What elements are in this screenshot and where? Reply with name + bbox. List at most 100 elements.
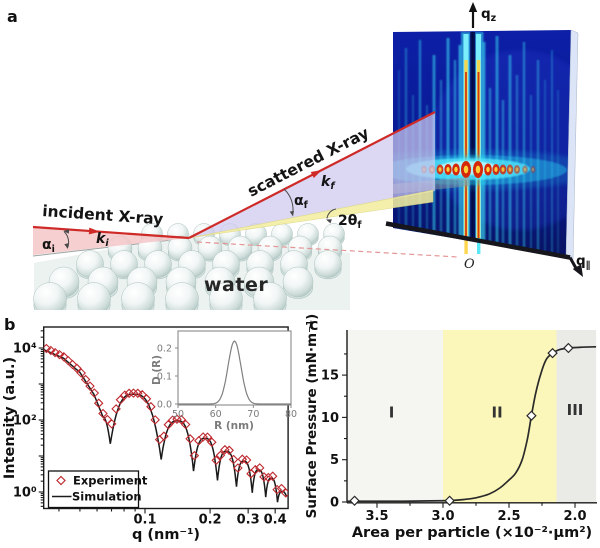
- diffraction-spot-core: [531, 167, 535, 172]
- diffraction-spot-core: [463, 165, 469, 174]
- phase-region-III: [556, 330, 597, 503]
- two-theta-f-arc: [326, 208, 337, 219]
- particle-sphere: [253, 282, 287, 310]
- y-tick-label: 10⁴: [13, 342, 37, 357]
- diffraction-spot-core: [486, 166, 490, 173]
- sample-horizon-bar: [385, 221, 571, 260]
- inset-ticks: [175, 347, 292, 408]
- k-i-label: ki: [96, 231, 109, 249]
- detector-streak: [495, 36, 499, 257]
- diffraction-spot: [530, 165, 536, 174]
- simulation-curve: [43, 348, 288, 503]
- alpha-i-arc-arrowhead: [63, 229, 70, 234]
- panel-a-schematic: a incident X-ray scattered X-ray water α…: [7, 2, 590, 310]
- scattered-beam: [188, 111, 436, 239]
- size-distribution-inset: 50 60 70 80 0.0 0.1 0.2: [157, 330, 297, 420]
- inset-x-tick-label: 80: [285, 409, 297, 420]
- particle-sphere: [197, 235, 223, 261]
- inset-x-tick-label: 70: [247, 409, 259, 420]
- alpha-f-arc-arrowhead: [289, 210, 294, 217]
- x-tick-label: 2.0: [563, 509, 586, 524]
- particle-sphere: [110, 250, 138, 278]
- qz-axis-label: qz: [481, 6, 497, 24]
- experiment-points: [43, 343, 289, 498]
- detector-streak: [482, 42, 486, 257]
- panel-b-chart: 0.1 0.2 0.3 0.4 10⁰ 10² 10⁴ b Intensity (a.u.)…: [2, 315, 297, 543]
- region-label-III: III: [567, 401, 584, 419]
- inset-y-tick-label: 0.2: [157, 344, 172, 355]
- y-tick-label: 10: [321, 411, 339, 426]
- y-tick-label: 5: [330, 453, 339, 468]
- detector-streak: [446, 38, 450, 257]
- isotherm-point: [444, 495, 455, 506]
- region-label-I: I: [389, 403, 395, 421]
- legend-box: [47, 470, 140, 509]
- phase-region-I: [346, 330, 443, 503]
- c-x-axis-title: Area per particle (×10⁻²·μm²): [352, 525, 592, 541]
- qparallel-axis-label: q∥: [576, 253, 590, 271]
- particle-sphere: [165, 282, 199, 310]
- x-tick-label: 3.5: [365, 509, 388, 524]
- axis-ticks: [38, 330, 276, 514]
- inset-x-tick-label: 60: [210, 409, 222, 420]
- diffraction-spot-core: [501, 167, 505, 172]
- b-y-axis-title: Intensity (a.u.): [2, 357, 18, 479]
- particle-sphere: [121, 282, 155, 310]
- scattering-plot: 0.1 0.2 0.3 0.4 10⁰ 10² 10⁴: [13, 326, 289, 528]
- legend-simulation-label: Simulation: [72, 490, 142, 504]
- detector-streak: [522, 42, 526, 257]
- isotherm-point: [526, 410, 537, 421]
- c-y-axis-title: Surface Pressure (mN·m⁻¹): [304, 314, 320, 519]
- inset-y-tick-label: 0.0: [157, 400, 172, 411]
- diffraction-spot-core: [438, 167, 442, 172]
- b-x-axis-title: q (nm⁻¹): [132, 527, 200, 543]
- inset-frame: [177, 330, 292, 406]
- two-theta-f-arc-arrowhead: [326, 219, 332, 224]
- diffraction-spot-core: [446, 167, 450, 172]
- x-tick-label: 0.2: [199, 513, 222, 528]
- particle-sphere: [282, 266, 314, 298]
- inset-y-axis-title: D (R): [151, 355, 163, 385]
- incident-beam-arrowhead: [88, 227, 100, 235]
- qparallel-axis-arrowhead: [572, 264, 583, 277]
- plot-frame: [43, 326, 289, 510]
- diffraction-spot-core: [475, 165, 481, 174]
- qz-axis-arrowhead: [468, 2, 478, 12]
- inset-x-axis-title: R (nm): [214, 420, 254, 432]
- x-tick-label: 2.5: [497, 509, 520, 524]
- k-f-label: kf: [321, 174, 336, 192]
- alpha-i-label: αi: [42, 237, 55, 255]
- particle-sphere: [314, 250, 342, 278]
- direct-beam-dashed-line: [196, 241, 459, 258]
- y-tick-label: 10²: [13, 414, 37, 429]
- diffraction-spot-core: [523, 167, 527, 172]
- x-tick-label: 0.1: [133, 513, 156, 528]
- x-tick-label: 3.0: [431, 509, 454, 524]
- particle-sphere: [77, 282, 111, 310]
- particle-sphere: [33, 282, 67, 310]
- alpha-i-arc-arrowhead: [64, 243, 69, 249]
- isotherm-point: [349, 495, 360, 506]
- streak-stub: [464, 238, 468, 254]
- incident-beam: [32, 225, 190, 240]
- region-label-II: II: [492, 403, 503, 421]
- legend: Experiment Simulation: [47, 470, 148, 509]
- streak-stub: [477, 238, 481, 254]
- schematic-scene: [32, 2, 583, 310]
- incident-plane-wedge: [33, 227, 189, 255]
- diffraction-spot-core: [508, 167, 512, 172]
- x-tick-label: 0.3: [237, 513, 260, 528]
- incident-xray-label: incident X-ray: [42, 202, 164, 228]
- alpha-f-label: αf: [294, 193, 309, 211]
- isotherm-point: [547, 347, 558, 359]
- axis-ticks: [342, 353, 576, 508]
- two-theta-f-label: 2θf: [338, 213, 362, 231]
- inset-x-tick-label: 50: [172, 409, 184, 420]
- diffraction-spot: [522, 165, 528, 174]
- detector-streak: [551, 50, 553, 257]
- panel-b-letter: b: [4, 315, 15, 334]
- phase-region-II: [443, 330, 557, 503]
